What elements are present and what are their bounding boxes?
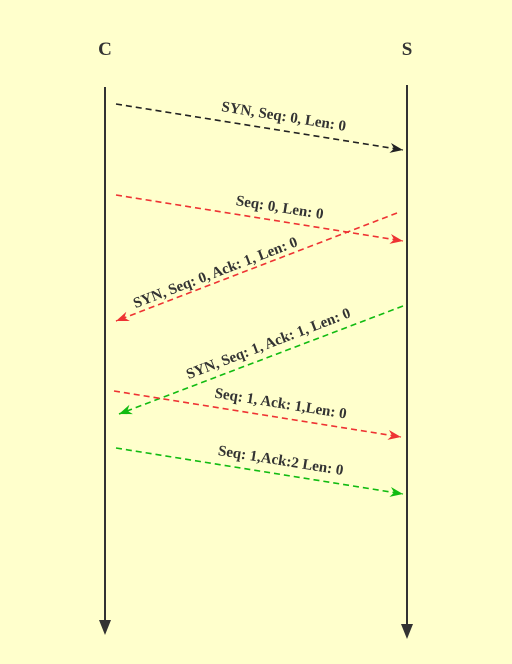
message-label-ack1: Seq: 1, Ack: 1,Len: 0 bbox=[214, 386, 348, 423]
message-arrow-syn-ack-1 bbox=[118, 305, 404, 415]
message-label-syn-ack-1: SYN, Seq: 1, Ack: 1, Len: 0 bbox=[184, 306, 353, 384]
message-label-ack2: Seq: 1,Ack:2 Len: 0 bbox=[217, 443, 345, 479]
message-arrow-syn bbox=[115, 103, 404, 151]
message-arrow-seq0 bbox=[115, 194, 404, 242]
message-arrowhead-seq0 bbox=[389, 234, 403, 244]
message-arrow-syn-ack-0 bbox=[115, 212, 398, 322]
message-arrowhead-syn-ack-0 bbox=[116, 311, 130, 321]
message-label-seq0: Seq: 0, Len: 0 bbox=[235, 193, 325, 223]
message-arrow-ack2 bbox=[115, 447, 404, 495]
message-label-syn: SYN, Seq: 0, Len: 0 bbox=[220, 99, 347, 135]
message-arrowhead-ack1 bbox=[387, 430, 401, 440]
message-arrowhead-syn-ack-1 bbox=[119, 404, 133, 415]
message-arrowhead-syn bbox=[389, 143, 403, 153]
server-label: S bbox=[402, 39, 413, 60]
server-lifeline-arrowhead bbox=[401, 624, 413, 639]
message-arrow-ack1 bbox=[113, 390, 402, 438]
client-label: C bbox=[98, 39, 112, 60]
message-label-syn-ack-0: SYN, Seq: 0, Ack: 1, Len: 0 bbox=[131, 235, 300, 313]
client-lifeline-arrowhead bbox=[99, 620, 111, 635]
message-arrowhead-ack2 bbox=[389, 487, 403, 497]
